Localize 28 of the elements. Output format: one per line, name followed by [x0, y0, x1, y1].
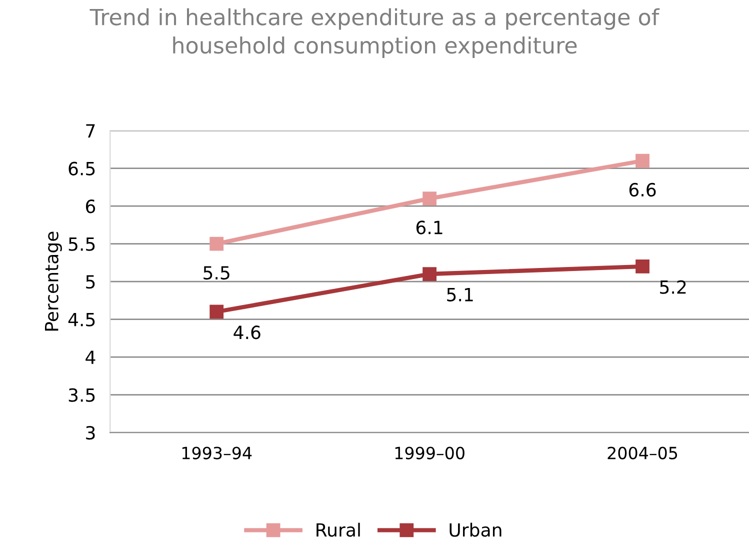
y-tick-label: 5: [86, 275, 95, 289]
y-tick-label: 5.5: [68, 238, 95, 251]
point: [422, 267, 436, 281]
data-label: 5.5: [204, 266, 230, 280]
x-tick-label: 1999–00: [395, 446, 464, 460]
data-label: 6.1: [416, 220, 442, 234]
point: [210, 304, 224, 319]
legend-label: Rural: [316, 522, 360, 537]
data-label: 4.6: [234, 326, 260, 340]
point: [636, 154, 650, 168]
y-tick-label: 6.5: [68, 162, 95, 176]
y-tick-label: 4: [86, 350, 96, 364]
x-tick-label: 2004–05: [608, 446, 678, 460]
data-label: 5.1: [447, 288, 473, 302]
data-label: 6.6: [629, 182, 656, 197]
y-tick-label: 4.5: [68, 313, 95, 326]
point: [422, 192, 436, 206]
point: [636, 260, 650, 274]
x-tick-label: 1993–94: [182, 446, 252, 460]
legend-label: Urban: [450, 522, 502, 537]
data-label: 5.2: [660, 280, 686, 294]
chart-title: Trend in healthcare expenditure as a percentage of household consumption expenditure: [90, 8, 660, 58]
point: [210, 236, 224, 251]
y-tick-label: 3: [86, 426, 95, 440]
y-tick-label: 6: [86, 200, 96, 214]
y-axis-title: Percentage: [45, 232, 62, 331]
y-tick-label: 3.5: [68, 388, 95, 402]
y-tick-label: 7: [86, 124, 95, 138]
